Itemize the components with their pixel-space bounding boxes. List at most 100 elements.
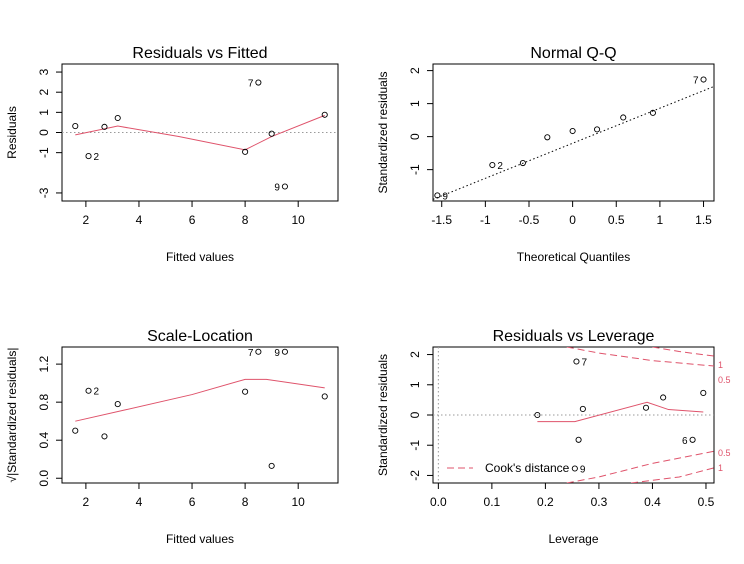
data-point — [434, 192, 441, 199]
data-points: 7 2 9 — [72, 348, 328, 469]
y-tick-label: 2 — [37, 89, 51, 96]
point-label: 2 — [497, 161, 503, 172]
data-point — [700, 76, 707, 83]
plot-frame — [61, 346, 339, 484]
x-tick-label: 6 — [189, 495, 196, 509]
point-label: 9 — [274, 182, 280, 193]
panel-sl: Scale-Location 2 4 6 8 10 0.0 0.4 0.8 1.2 Fitted v… — [5, 328, 339, 546]
y-axis-label: Standardized residuals — [376, 354, 390, 476]
y-tick-label: 3 — [37, 68, 51, 75]
data-point — [85, 387, 92, 394]
data-point — [575, 436, 582, 443]
data-point — [519, 159, 526, 167]
point-label: 7 — [693, 76, 699, 87]
data-point — [281, 348, 288, 355]
smoother-line — [75, 378, 325, 422]
y-axis-label: Standardized residuals — [376, 71, 390, 193]
data-point — [114, 401, 121, 408]
x-axis: -1.5 -1 -0.5 0 0.5 1 1.5 — [431, 201, 712, 227]
data-point — [101, 123, 108, 130]
point-label: 7 — [248, 79, 254, 90]
cooks-distance-curve — [566, 450, 714, 483]
point-label: 7 — [248, 348, 254, 359]
x-axis-label: Theoretical Quantiles — [517, 250, 630, 264]
y-axis-label: Residuals — [5, 106, 19, 159]
x-tick-label: 6 — [189, 213, 196, 227]
data-point — [642, 404, 650, 411]
data-points: 7 6 9 — [534, 358, 707, 475]
data-point — [255, 348, 262, 355]
x-tick-label: 0.5 — [608, 213, 625, 227]
point-label: 2 — [94, 387, 100, 398]
x-tick-label: -0.5 — [519, 213, 540, 227]
y-tick-label: 0.0 — [37, 470, 51, 487]
x-tick-label: 4 — [136, 495, 143, 509]
x-tick-label: -1 — [480, 213, 491, 227]
smoother-line — [537, 401, 704, 423]
y-axis: -3 -1 0 1 2 3 — [37, 68, 62, 198]
data-point — [689, 436, 696, 443]
cooks-distance-level: 0.5 — [718, 375, 731, 385]
data-point — [242, 148, 249, 155]
y-tick-label: 0 — [37, 129, 51, 136]
data-point — [489, 161, 496, 169]
data-points: 7 2 9 — [72, 79, 328, 193]
data-point — [700, 389, 707, 396]
data-point — [321, 393, 328, 400]
legend: Cook's distance — [447, 461, 570, 475]
data-point — [255, 79, 262, 86]
data-point — [85, 153, 92, 160]
smoother-line — [75, 114, 325, 151]
x-axis-label: Leverage — [548, 532, 598, 546]
y-tick-label: 2 — [408, 351, 422, 358]
x-tick-label: 0.2 — [537, 495, 554, 509]
data-point — [573, 358, 580, 365]
data-point — [534, 411, 541, 419]
plot-area — [433, 85, 714, 200]
x-tick-label: 0.4 — [644, 495, 661, 509]
data-point — [101, 433, 108, 440]
data-point — [242, 388, 249, 395]
x-tick-label: 0.5 — [698, 495, 715, 509]
x-tick-label: 0.1 — [484, 495, 501, 509]
y-tick-label: 1.2 — [37, 355, 51, 372]
y-tick-label: -2 — [408, 470, 422, 481]
x-tick-label: 10 — [292, 213, 306, 227]
data-point — [72, 123, 79, 130]
y-axis: -1 0 1 2 — [408, 67, 433, 175]
y-axis: 0.0 0.4 0.8 1.2 — [37, 355, 62, 487]
plot-area — [75, 378, 325, 422]
legend-label: Cook's distance — [485, 461, 570, 475]
data-point — [660, 394, 667, 401]
data-point — [649, 109, 656, 116]
data-point — [268, 462, 275, 469]
point-label: 9 — [580, 464, 586, 475]
x-tick-label: 2 — [83, 495, 90, 509]
point-label: 9 — [442, 191, 448, 202]
y-tick-label: 1 — [37, 109, 51, 116]
data-point — [569, 127, 576, 135]
x-tick-label: 1 — [657, 213, 664, 227]
y-axis: -2 -1 0 1 2 — [408, 351, 433, 481]
cooks-distance-curve — [652, 347, 714, 357]
cooks-distance-level: 1 — [718, 360, 723, 370]
y-tick-label: 2 — [408, 67, 422, 74]
point-label: 2 — [94, 152, 100, 163]
data-point — [321, 111, 328, 118]
x-tick-label: 0 — [569, 213, 576, 227]
x-axis-label: Fitted values — [166, 250, 234, 264]
y-tick-label: 0.4 — [37, 432, 51, 449]
point-label: 7 — [581, 358, 587, 369]
x-tick-label: 0.0 — [430, 495, 447, 509]
y-tick-label: -1 — [408, 440, 422, 451]
y-tick-label: 1 — [408, 381, 422, 388]
x-tick-label: 10 — [292, 495, 306, 509]
x-axis: 2 4 6 8 10 — [83, 483, 306, 509]
panel-qq: Normal Q-Q -1.5 -1 -0.5 0 0.5 1 1.5 -1 0 1 2 Theoret… — [376, 45, 715, 264]
y-tick-label: 1 — [408, 100, 422, 107]
data-point — [114, 114, 121, 122]
x-tick-label: -1.5 — [431, 213, 452, 227]
data-points: 7 2 9 — [434, 76, 707, 202]
chart-title: Residuals vs Fitted — [132, 45, 267, 62]
